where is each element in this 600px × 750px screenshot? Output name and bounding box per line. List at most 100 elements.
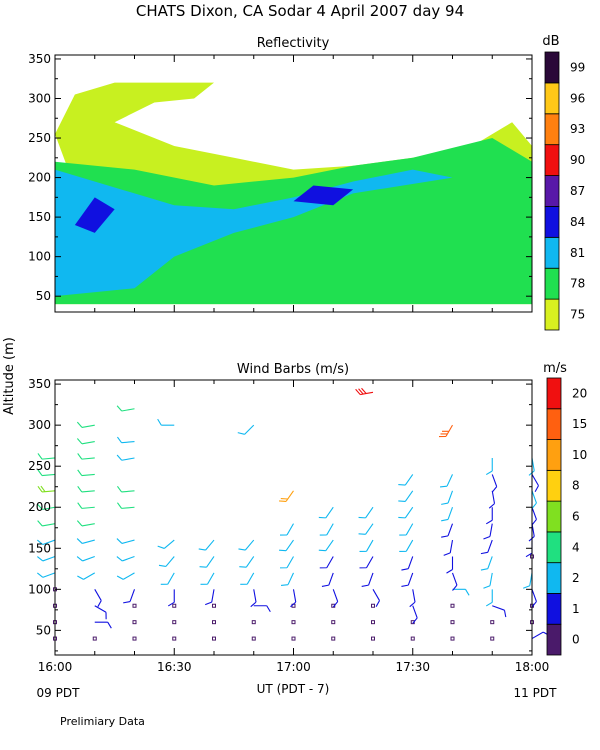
- reflectivity-colorbar-swatch: [544, 51, 560, 84]
- wind-barb: [116, 454, 135, 461]
- wind-colorbar-label: 6: [572, 510, 580, 524]
- wind-barb: [116, 436, 135, 444]
- reflectivity-colorbar-label: 78: [570, 277, 585, 291]
- wind-barb: [240, 572, 255, 585]
- reflectivity-colorbar-label: 90: [570, 153, 585, 167]
- wind-barb: [318, 539, 334, 552]
- figure-title: CHATS Dixon, CA Sodar 4 April 2007 day 9…: [136, 2, 464, 20]
- wind-barb-calm: [331, 636, 336, 641]
- wind-frame: [54, 379, 533, 656]
- reflectivity-colorbar-swatch: [544, 206, 560, 238]
- wind-barb: [199, 556, 215, 568]
- wind-barb: [318, 506, 334, 519]
- wind-barb: [488, 490, 496, 509]
- wind-barb: [116, 485, 135, 493]
- wind-colorbar-swatch: [546, 469, 562, 502]
- wind-barb: [531, 507, 537, 526]
- wind-barb-calm: [172, 636, 177, 641]
- wind-barb: [441, 490, 454, 505]
- wind-colorbar-swatch: [546, 439, 562, 471]
- wind-speed-colorbar: 0 1 2 4 6 8 10 15 20: [546, 377, 587, 656]
- wind-barbs-title: Wind Barbs (m/s): [237, 362, 349, 377]
- wind-barb: [492, 605, 507, 618]
- wind-barb: [160, 572, 175, 585]
- reflectivity-colorbar-swatch: [544, 144, 560, 176]
- wind-barb-calm: [450, 636, 455, 641]
- wind-barbs-panel: 50 100 150 200 250 300 350 16:00 16:30 17:00 17:30…: [28, 377, 550, 674]
- wind-barb: [77, 572, 96, 580]
- wind-barb: [531, 490, 537, 509]
- wind-barb: [483, 523, 493, 540]
- wind-colorbar-label: 2: [572, 571, 580, 585]
- reflectivity-y-tick-label: 100: [28, 250, 51, 264]
- reflectivity-colorbar-swatch: [544, 267, 560, 300]
- wind-barb: [441, 507, 454, 522]
- reflectivity-colorbar-label: 75: [570, 308, 585, 322]
- wind-barb: [358, 523, 374, 535]
- wind-barb: [439, 474, 453, 488]
- wind-barb: [238, 539, 255, 551]
- reflectivity-y-tick-label: 200: [28, 171, 51, 185]
- wind-barb-calm: [251, 620, 256, 625]
- wind-barb: [76, 520, 95, 527]
- wind-barb: [531, 589, 537, 608]
- wind-barb: [253, 605, 271, 613]
- wind-barb-calm: [371, 636, 375, 641]
- reflectivity-contour-84: [74, 197, 115, 233]
- wind-barb: [157, 418, 175, 426]
- wind-barb: [279, 523, 294, 536]
- wind-barb-calm: [132, 603, 137, 608]
- wind-barb: [451, 572, 458, 591]
- wind-barb-calm: [331, 620, 336, 625]
- wind-barb: [116, 538, 135, 544]
- wind-x-tick-label: 18:00: [515, 660, 550, 674]
- wind-barb: [76, 555, 95, 562]
- wind-barb: [452, 588, 470, 596]
- wind-y-tick-label: 150: [28, 541, 51, 555]
- wind-barb: [37, 539, 56, 546]
- reflectivity-colorbar-label: 99: [570, 60, 585, 74]
- wind-barb: [94, 621, 112, 629]
- wind-barb: [359, 556, 374, 569]
- wind-barb: [237, 424, 255, 435]
- wind-barb: [359, 539, 374, 553]
- wind-colorbar-label: 1: [572, 602, 580, 616]
- reflectivity-y-tick-label: 350: [28, 52, 51, 66]
- wind-barb: [319, 523, 334, 536]
- wind-barb: [409, 589, 416, 608]
- wind-barb: [399, 539, 414, 553]
- wind-barb-calm: [371, 620, 375, 625]
- wind-x-tick-label: 17:30: [395, 660, 430, 674]
- wind-barb: [77, 502, 95, 509]
- wind-colorbar-label: 4: [572, 540, 580, 554]
- wind-y-tick-label: 200: [28, 500, 51, 514]
- footer-note: Prelimiary Data: [60, 715, 145, 728]
- reflectivity-panel: 50 100 150 200 250 300 350: [28, 52, 533, 313]
- reflectivity-colorbar-label: 93: [570, 122, 585, 136]
- reflectivity-contour-81: [55, 169, 453, 305]
- reflectivity-frame: [54, 54, 533, 313]
- wind-colorbar-label: 15: [572, 417, 587, 431]
- wind-barb: [280, 572, 294, 586]
- reflectivity-colorbar: 75 78 81 84 87 90 93 96 99: [544, 51, 585, 331]
- wind-barb: [332, 589, 339, 608]
- x-left-note: 09 PDT: [37, 686, 81, 700]
- wind-barb: [279, 490, 294, 503]
- wind-barb: [37, 503, 56, 511]
- reflectivity-colorbar-label: 84: [570, 215, 585, 229]
- wind-barb: [399, 523, 414, 536]
- reflectivity-colorbar-swatch: [544, 236, 560, 269]
- wind-barb: [279, 556, 294, 569]
- wind-barb: [531, 474, 539, 493]
- wind-barb-calm: [251, 636, 256, 641]
- wind-barb: [372, 589, 380, 607]
- reflectivity-colorbar-swatch: [544, 113, 560, 146]
- reflectivity-colorbar-label: 81: [570, 246, 585, 260]
- wind-barb: [446, 556, 454, 574]
- wind-colorbar-swatch: [546, 377, 562, 410]
- wind-barb: [158, 556, 175, 567]
- wind-barb-calm: [212, 620, 216, 625]
- wind-barb: [401, 556, 414, 571]
- wind-barb: [485, 507, 493, 525]
- reflectivity-title: Reflectivity: [257, 36, 330, 51]
